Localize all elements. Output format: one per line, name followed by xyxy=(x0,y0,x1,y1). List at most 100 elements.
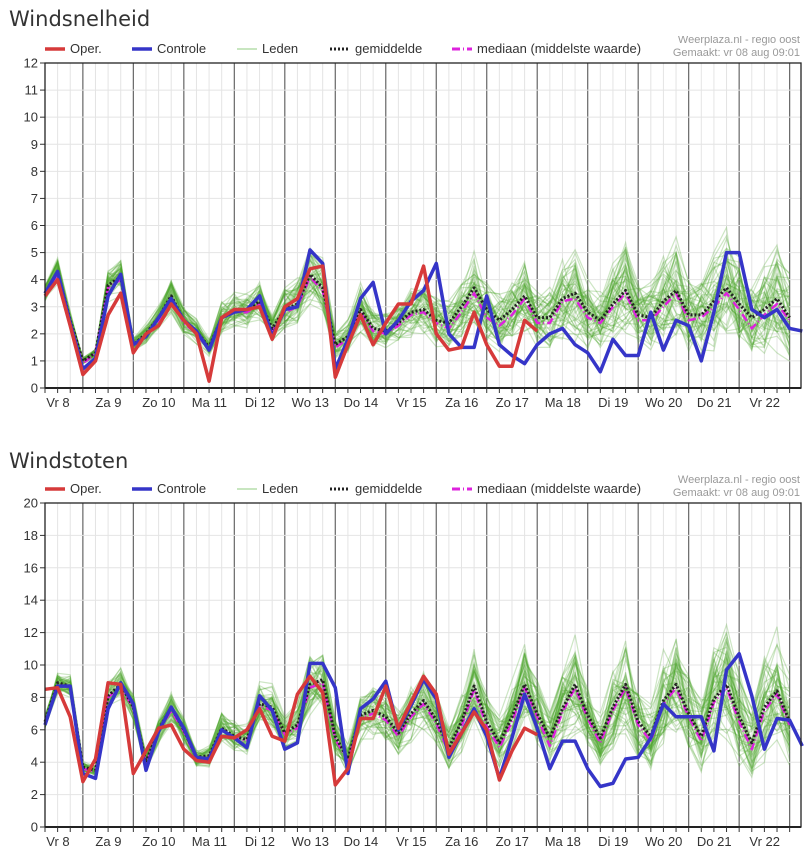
x-day-label: Vr 22 xyxy=(749,834,780,849)
series-line-mean xyxy=(43,270,791,363)
legend-item-members: Leden xyxy=(237,481,298,496)
ensemble-members xyxy=(44,622,791,779)
made-timestamp: Gemaakt: vr 08 aug 09:01 xyxy=(673,487,800,499)
x-day-label: Za 16 xyxy=(445,834,478,849)
x-day-label: Zo 10 xyxy=(142,834,175,849)
series-line-oper xyxy=(43,264,539,383)
made-timestamp: Gemaakt: vr 08 aug 09:01 xyxy=(673,47,800,59)
x-day-label: Za 16 xyxy=(445,395,478,410)
y-tick-label: 16 xyxy=(24,560,38,575)
y-tick-label: 5 xyxy=(31,245,38,260)
ensemble-member-line xyxy=(44,652,791,769)
y-tick-label: 3 xyxy=(31,299,38,314)
ensemble-member-line xyxy=(44,225,790,363)
ensemble-member-line xyxy=(44,661,790,775)
series-line-control xyxy=(43,248,803,374)
y-tick-label: 20 xyxy=(24,496,38,511)
ensemble-member-line xyxy=(44,259,791,360)
legend-label-members: Leden xyxy=(262,481,298,496)
legend: Oper. Controle Leden gemiddelde mediaan (mid… xyxy=(45,41,641,56)
x-day-label: Ma 18 xyxy=(545,834,581,849)
ensemble-member-line xyxy=(44,646,791,771)
legend-item-mean: gemiddelde xyxy=(330,41,422,56)
y-tick-label: 7 xyxy=(31,191,38,206)
ensemble-member-line xyxy=(44,641,791,775)
y-tick-label: 4 xyxy=(31,272,38,287)
legend-label-median: mediaan (middelste waarde) xyxy=(477,481,641,496)
legend-label-mean: gemiddelde xyxy=(355,41,422,56)
legend-label-control: Controle xyxy=(157,41,206,56)
ensemble-member-line xyxy=(44,234,791,361)
legend-item-control: Controle xyxy=(132,481,206,496)
ensemble-member-line xyxy=(44,254,791,363)
legend-label-oper: Oper. xyxy=(70,481,102,496)
ensemble-member-line xyxy=(44,667,791,773)
x-day-label: Vr 22 xyxy=(749,395,780,410)
legend: Oper. Controle Leden gemiddelde mediaan (mid… xyxy=(45,481,641,496)
x-day-label: Di 19 xyxy=(598,834,628,849)
ensemble-member-line xyxy=(44,246,791,361)
x-day-label: Ma 11 xyxy=(192,395,227,410)
grid xyxy=(40,502,801,828)
x-day-label: Do 21 xyxy=(697,395,732,410)
x-day-label: Wo 20 xyxy=(645,395,682,410)
y-tick-label: 10 xyxy=(24,110,38,125)
x-day-label: Ma 11 xyxy=(192,834,227,849)
x-day-label: Do 14 xyxy=(343,834,378,849)
y-tick-label: 14 xyxy=(24,593,38,608)
legend-item-mean: gemiddelde xyxy=(330,481,422,496)
x-day-label: Zo 10 xyxy=(142,395,175,410)
legend-item-oper: Oper. xyxy=(45,41,102,56)
chart-title-windstoten: Windstoten xyxy=(9,449,129,473)
x-day-label: Do 14 xyxy=(343,395,378,410)
ensemble-member-line xyxy=(44,263,791,363)
ensemble-member-line xyxy=(44,675,791,770)
x-day-label: Do 21 xyxy=(697,834,732,849)
y-tick-label: 8 xyxy=(31,690,38,705)
legend-item-median: mediaan (middelste waarde) xyxy=(452,481,641,496)
x-day-label: Vr 15 xyxy=(396,395,427,410)
x-day-label: Di 12 xyxy=(245,834,275,849)
ensemble-member-line xyxy=(44,246,790,364)
y-tick-label: 12 xyxy=(24,56,38,71)
x-day-label: Vr 15 xyxy=(396,834,427,849)
series-line-median xyxy=(43,273,791,365)
y-tick-label: 8 xyxy=(31,164,38,179)
y-tick-label: 2 xyxy=(31,787,38,802)
y-tick-label: 0 xyxy=(31,820,38,835)
y-tick-label: 4 xyxy=(31,755,38,770)
x-day-label: Wo 13 xyxy=(292,834,329,849)
ensemble-member-line xyxy=(44,259,791,362)
ensemble-member-line xyxy=(44,632,791,773)
x-day-label: Wo 13 xyxy=(292,395,329,410)
ensemble-member-line xyxy=(44,254,791,365)
y-tick-label: 12 xyxy=(24,625,38,640)
x-day-label: Di 19 xyxy=(598,395,628,410)
ensemble-member-line xyxy=(44,648,791,771)
ensemble-member-line xyxy=(44,261,791,359)
chart-windsnelheid: Oper. Controle Leden gemiddelde mediaan (mid… xyxy=(24,36,803,410)
ensemble-member-line xyxy=(44,254,791,364)
y-tick-label: 11 xyxy=(25,83,39,98)
x-day-label: Vr 8 xyxy=(46,834,69,849)
legend-label-mean: gemiddelde xyxy=(355,481,422,496)
x-day-label: Di 12 xyxy=(245,395,275,410)
chart-title-windsnelheid: Windsnelheid xyxy=(9,7,151,31)
ensemble-member-line xyxy=(44,626,791,775)
legend-item-oper: Oper. xyxy=(45,481,102,496)
ensemble-member-line xyxy=(44,653,790,770)
series-line-oper xyxy=(44,674,539,787)
x-day-label: Zo 17 xyxy=(496,834,529,849)
ensemble-member-line xyxy=(44,243,791,361)
legend-item-members: Leden xyxy=(237,41,298,56)
ensemble-member-line xyxy=(44,637,791,776)
ensemble-member-line xyxy=(44,252,791,362)
ensemble-member-line xyxy=(44,243,790,362)
legend-label-median: mediaan (middelste waarde) xyxy=(477,41,641,56)
y-tick-label: 18 xyxy=(24,528,38,543)
legend-label-control: Controle xyxy=(157,481,206,496)
legend-item-median: mediaan (middelste waarde) xyxy=(452,41,641,56)
legend-label-oper: Oper. xyxy=(70,41,102,56)
ensemble-member-line xyxy=(44,254,791,363)
legend-item-control: Controle xyxy=(132,41,206,56)
